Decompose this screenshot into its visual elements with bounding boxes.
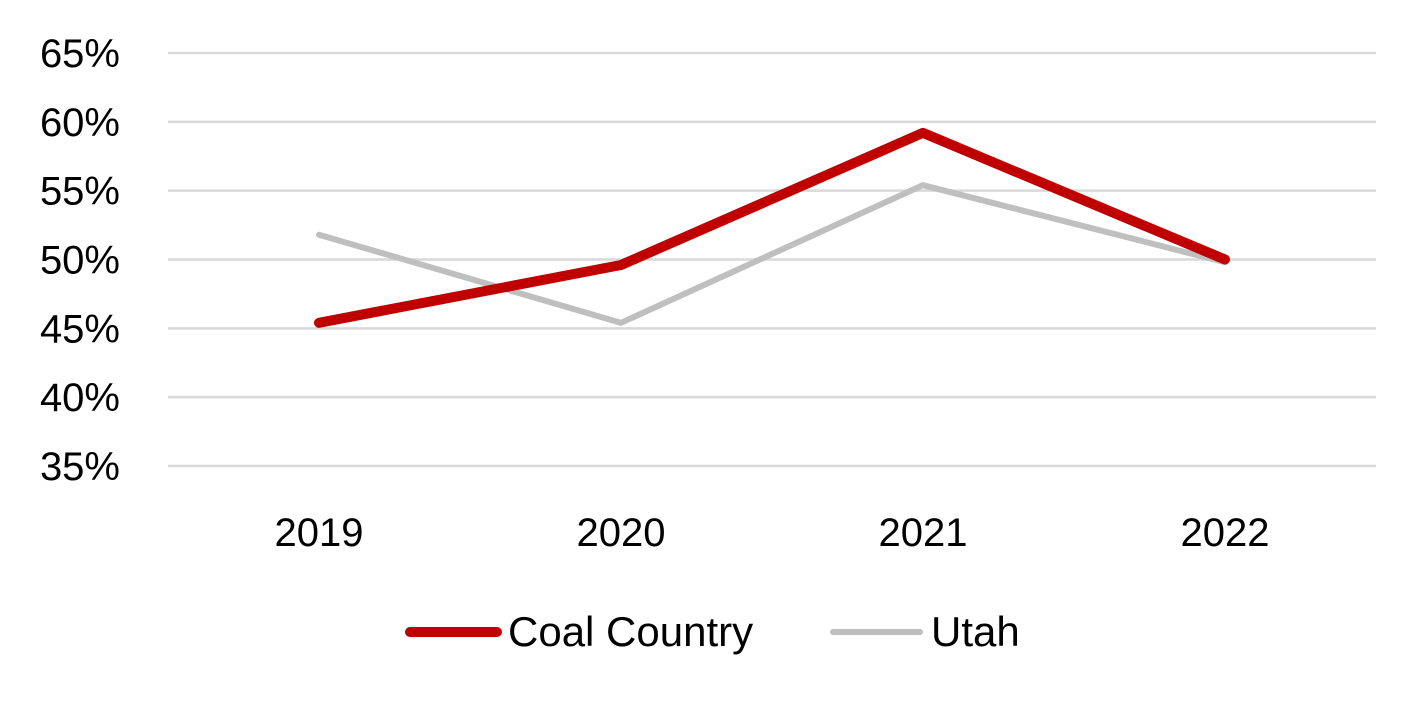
x-axis-tick-labels: 2019 2020 2021 2022 [275, 511, 1270, 555]
x-tick-label: 2021 [879, 511, 968, 555]
y-tick-label: 65% [40, 32, 120, 76]
y-tick-label: 55% [40, 170, 120, 214]
y-tick-label: 40% [40, 376, 120, 420]
y-tick-label: 35% [40, 445, 120, 489]
legend: Coal Country Utah [405, 608, 1020, 655]
legend-label: Utah [931, 608, 1020, 655]
x-tick-label: 2020 [577, 511, 666, 555]
gridlines [168, 51, 1376, 468]
series-line-utah [316, 182, 1228, 326]
y-axis-tick-labels: 35% 40% 45% 50% 55% 60% 65% [40, 32, 120, 489]
x-tick-label: 2022 [1181, 511, 1270, 555]
y-tick-label: 50% [40, 239, 120, 283]
legend-label: Coal Country [508, 608, 753, 655]
x-tick-label: 2019 [275, 511, 364, 555]
series-line-coal-country [314, 127, 1230, 328]
series-lines [314, 127, 1230, 328]
y-tick-label: 60% [40, 101, 120, 145]
y-tick-label: 45% [40, 307, 120, 351]
